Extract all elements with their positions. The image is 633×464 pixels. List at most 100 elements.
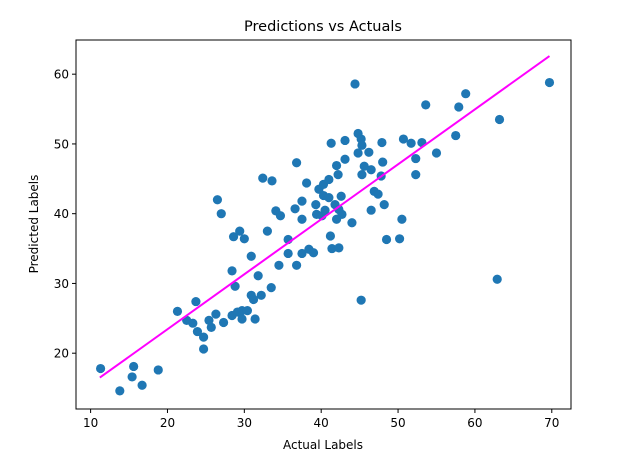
chart-title: Predictions vs Actuals <box>244 19 402 35</box>
data-point <box>334 243 344 253</box>
data-point <box>239 234 249 244</box>
data-point <box>333 170 343 180</box>
x-tick-label: 10 <box>83 416 98 430</box>
data-point <box>129 361 139 372</box>
data-point <box>350 79 360 89</box>
data-point <box>353 148 363 158</box>
data-point <box>198 332 209 342</box>
data-point <box>301 178 312 188</box>
data-point <box>237 314 247 324</box>
data-point <box>274 260 284 270</box>
data-point <box>206 322 216 332</box>
data-point <box>326 138 336 148</box>
fit-line <box>99 55 551 379</box>
data-point <box>253 271 263 281</box>
x-tick-label: 50 <box>390 416 405 430</box>
data-point <box>324 174 334 185</box>
data-point <box>394 234 405 244</box>
data-point <box>242 306 253 316</box>
data-point <box>258 173 268 183</box>
data-point <box>137 380 147 390</box>
data-point <box>308 248 319 258</box>
y-tick-label: 40 <box>54 207 69 221</box>
data-point <box>320 205 330 215</box>
data-point <box>311 200 321 210</box>
data-point <box>411 170 421 180</box>
data-point <box>357 170 367 180</box>
x-tick-label: 70 <box>544 416 559 430</box>
y-tick-label: 60 <box>54 68 69 82</box>
data-point <box>246 251 256 261</box>
data-point <box>275 211 286 221</box>
data-point <box>377 137 387 148</box>
data-point <box>494 114 505 125</box>
data-point <box>290 204 300 214</box>
data-points <box>95 77 555 396</box>
data-point <box>188 318 198 328</box>
x-tick-label: 40 <box>314 416 329 430</box>
data-point <box>256 290 266 300</box>
data-point <box>153 365 163 375</box>
x-tick-label: 30 <box>237 416 252 430</box>
data-point <box>235 226 245 236</box>
y-tick-label: 50 <box>54 137 69 151</box>
data-point <box>115 386 125 396</box>
data-point <box>212 195 223 205</box>
data-point <box>356 295 366 305</box>
data-point <box>297 248 307 259</box>
data-point <box>378 157 388 167</box>
data-point <box>297 214 307 224</box>
data-point <box>336 191 346 201</box>
data-point <box>397 214 407 224</box>
x-axis-ticks: 10 20 30 40 50 60 70 <box>83 409 559 430</box>
data-point <box>373 189 383 199</box>
data-point <box>327 243 337 254</box>
data-point <box>216 209 226 219</box>
data-point <box>364 147 374 157</box>
data-point <box>283 248 293 259</box>
data-point <box>172 306 183 316</box>
data-point <box>406 138 416 148</box>
data-point <box>357 140 367 150</box>
data-point <box>324 193 334 203</box>
data-point <box>359 161 369 171</box>
data-point <box>366 205 376 215</box>
data-point <box>248 294 259 305</box>
data-point <box>381 234 392 245</box>
x-axis-label: Actual Labels <box>283 438 363 452</box>
x-tick-label: 60 <box>467 416 482 430</box>
data-point <box>95 363 106 374</box>
data-point <box>291 158 302 168</box>
data-point <box>492 274 502 284</box>
data-point <box>191 296 201 307</box>
data-point <box>218 317 229 328</box>
data-point <box>461 89 471 99</box>
data-point <box>230 281 240 291</box>
data-point <box>211 309 221 319</box>
data-point <box>266 283 276 293</box>
y-axis-label: Predicted Labels <box>27 175 41 274</box>
data-point <box>421 100 431 110</box>
data-point <box>227 266 237 276</box>
data-point <box>198 344 209 354</box>
data-point <box>127 372 137 382</box>
data-point <box>431 148 442 158</box>
data-point <box>228 232 239 242</box>
data-point <box>340 154 350 164</box>
plot-frame <box>75 39 572 410</box>
data-point <box>297 196 307 206</box>
data-point <box>267 176 277 186</box>
data-point <box>331 160 342 171</box>
data-point <box>454 102 464 112</box>
data-point <box>331 214 342 224</box>
y-axis-ticks: 20 30 40 50 60 <box>54 68 76 361</box>
data-point <box>340 135 350 146</box>
x-tick-label: 20 <box>160 416 175 430</box>
data-point <box>411 153 421 164</box>
y-tick-label: 20 <box>54 347 69 361</box>
data-point <box>325 231 336 241</box>
data-point <box>366 165 376 175</box>
data-point <box>544 77 555 88</box>
